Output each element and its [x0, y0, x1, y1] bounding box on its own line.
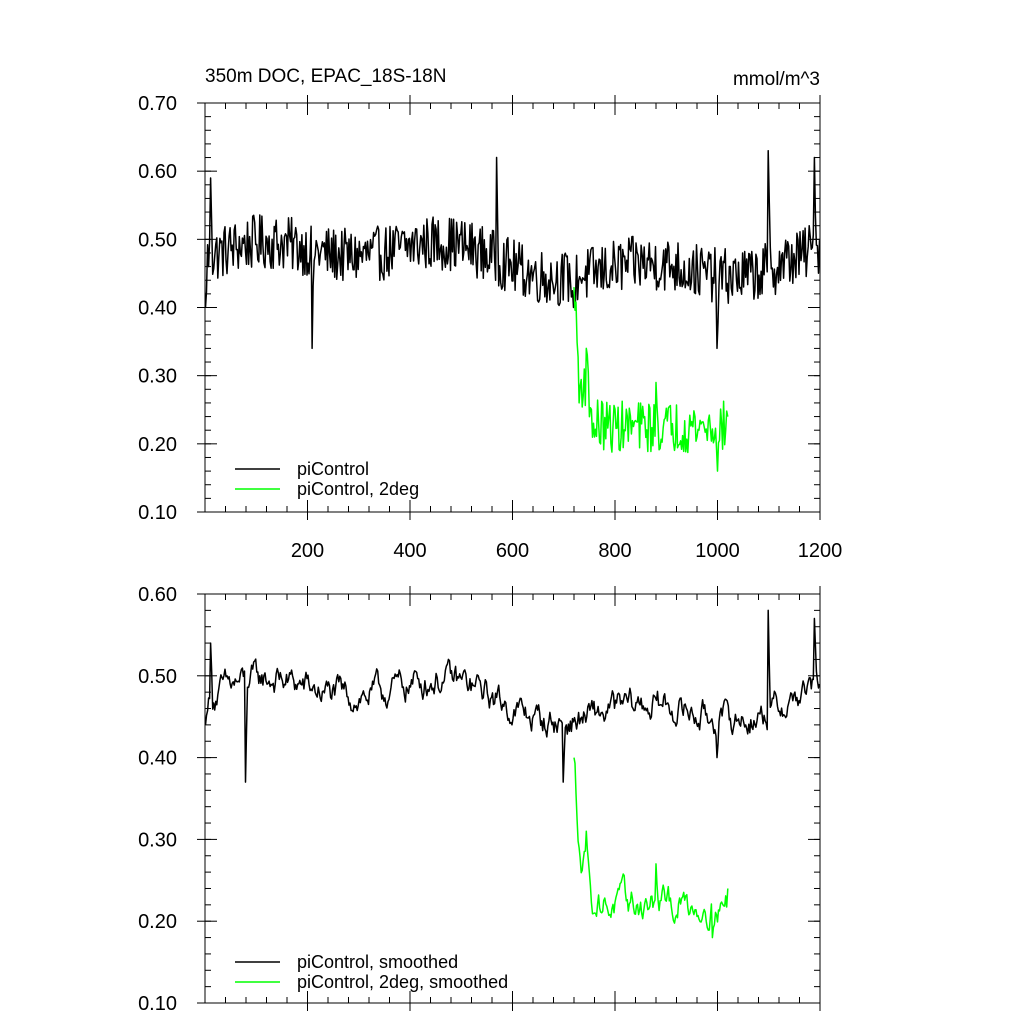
legend-label-picontrol-smoothed: piControl, smoothed — [297, 952, 458, 972]
x-tick-label: 600 — [496, 540, 529, 562]
x-tick-label: 400 — [393, 540, 426, 562]
series-line-picontrol — [204, 149, 821, 350]
x-tick-label: 800 — [598, 540, 631, 562]
y-tick-label: 0.10 — [138, 993, 177, 1015]
y-tick-label: 0.50 — [138, 666, 177, 688]
top-panel-title: 350m DOC, EPAC_18S-18N — [205, 66, 446, 87]
y-tick-label: 0.40 — [138, 298, 177, 320]
series-line-picontrol-smoothed — [204, 609, 821, 783]
legend-label-picontrol-2deg-smoothed: piControl, 2deg, smoothed — [297, 972, 508, 992]
legend-label-picontrol-2deg: piControl, 2deg — [297, 479, 419, 499]
y-tick-label: 0.50 — [138, 229, 177, 251]
y-tick-label: 0.20 — [138, 911, 177, 933]
y-tick-label: 0.20 — [138, 434, 177, 456]
x-tick-label: 200 — [291, 540, 324, 562]
y-tick-label: 0.30 — [138, 366, 177, 388]
bottom-legend: piControl, smoothed piControl, 2deg, smo… — [235, 952, 508, 992]
x-tick-label: 1200 — [798, 540, 843, 562]
y-tick-label: 0.60 — [138, 584, 177, 606]
y-tick-label: 0.10 — [138, 502, 177, 524]
y-tick-label: 0.30 — [138, 829, 177, 851]
y-tick-label: 0.60 — [138, 161, 177, 183]
series-line-picontrol-2deg — [573, 287, 729, 472]
x-tick-label: 1000 — [695, 540, 740, 562]
top-legend: piControl piControl, 2deg — [235, 459, 419, 499]
top-panel-frame — [204, 102, 821, 513]
bottom-panel: 0.10 0.20 0.30 0.40 0.50 0.60 piControl, smoo… — [138, 584, 821, 1015]
series-line-picontrol-2deg-smoothed — [573, 757, 729, 939]
units-label: mmol/m^3 — [733, 69, 820, 90]
bottom-panel-frame — [204, 593, 821, 1004]
legend-label-picontrol: piControl — [297, 459, 369, 479]
y-tick-label: 0.40 — [138, 748, 177, 770]
y-tick-label: 0.70 — [138, 93, 177, 115]
top-panel: 350m DOC, EPAC_18S-18N mmol/m^3 0.10 0.20… — [138, 66, 842, 562]
